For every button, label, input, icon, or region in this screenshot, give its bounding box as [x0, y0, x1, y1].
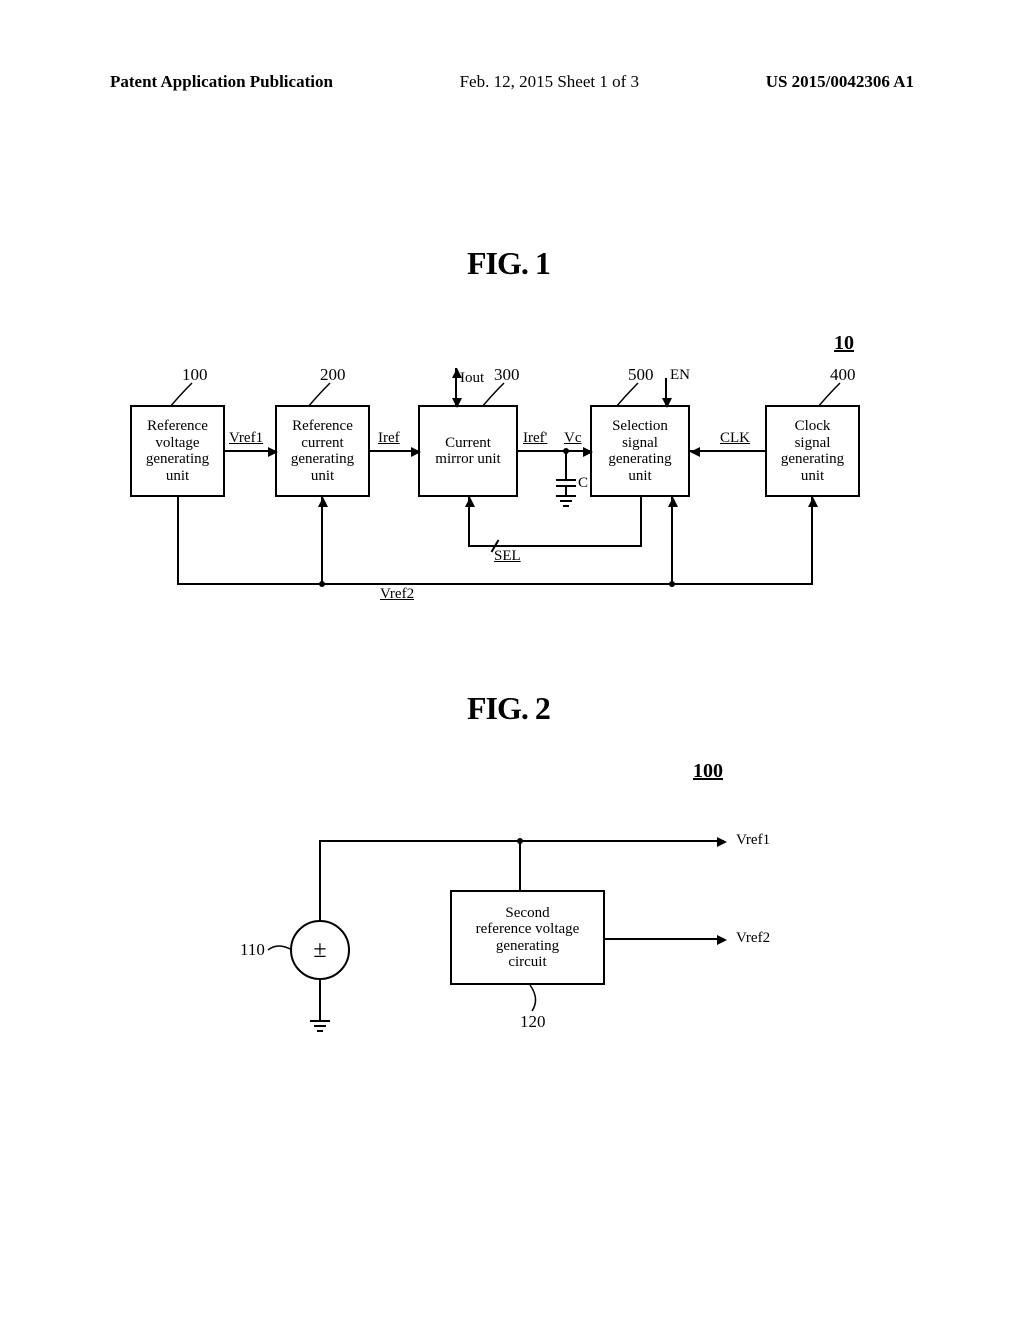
lbl-fig2-vref1: Vref1: [736, 832, 770, 849]
header-center: Feb. 12, 2015 Sheet 1 of 3: [460, 72, 639, 92]
wire-vref2-down: [177, 497, 179, 585]
batt-symbol: ±: [313, 937, 326, 964]
fig1-ref: 10: [834, 332, 854, 355]
block-500: Selection signal generating unit: [590, 405, 690, 497]
b100-l2: voltage: [155, 435, 199, 452]
lbl-iout: Iout: [460, 370, 484, 387]
b500-l1: Selection: [612, 418, 668, 435]
lead-110: [268, 942, 298, 962]
b120-l3: generating: [496, 938, 559, 955]
arr-iout: [452, 398, 462, 408]
wire-cap-top: [565, 451, 567, 479]
b500-l2: signal: [622, 435, 658, 452]
wire-vref2-500: [671, 497, 673, 584]
num-500: 500: [628, 365, 654, 385]
b100-l3: generating: [146, 451, 209, 468]
fig2-title: FIG. 2: [467, 690, 550, 727]
block-300: Current mirror unit: [418, 405, 518, 497]
fig1-title: FIG. 1: [467, 245, 550, 282]
lbl-iref: Iref: [378, 430, 400, 447]
b100-l4: unit: [166, 468, 189, 485]
wire-120-out: [605, 938, 724, 940]
wire-irefp: [518, 450, 590, 452]
num-400: 400: [830, 365, 856, 385]
b200-l4: unit: [311, 468, 334, 485]
lbl-vref2: Vref2: [380, 586, 414, 603]
lbl-vc: Vc: [564, 430, 582, 447]
b200-l3: generating: [291, 451, 354, 468]
arr-sel: [465, 497, 475, 507]
arr-vref1-out: [717, 837, 727, 847]
wire-vref2-up: [811, 497, 813, 585]
b200-l1: Reference: [292, 418, 353, 435]
arr-vref2: [808, 497, 818, 507]
b400-l4: unit: [801, 468, 824, 485]
arr-vref2-200: [318, 497, 328, 507]
wire-clk: [690, 450, 765, 452]
b120-l1: Second: [505, 905, 549, 922]
b500-l3: generating: [608, 451, 671, 468]
b300-l1: Current: [445, 435, 491, 452]
page-header: Patent Application Publication Feb. 12, …: [0, 72, 1024, 92]
num-100: 100: [182, 365, 208, 385]
lead-120: [530, 985, 560, 1013]
b400-l3: generating: [781, 451, 844, 468]
lbl-c: C: [578, 475, 588, 492]
arr-vref1: [268, 447, 278, 457]
wire-vref2-200: [321, 497, 323, 584]
arr-iref: [411, 447, 421, 457]
b400-l2: signal: [795, 435, 831, 452]
b400-l1: Clock: [795, 418, 831, 435]
b120-l2: reference voltage: [476, 921, 580, 938]
wire-cap-bot: [565, 487, 567, 495]
b120-l4: circuit: [508, 954, 546, 971]
lbl-en: EN: [670, 367, 690, 384]
wire-vref2-h: [177, 583, 813, 585]
fig2-ref: 100: [693, 760, 723, 783]
arr-en: [662, 398, 672, 408]
battery-110: ±: [290, 920, 350, 980]
arr-vref2-500: [668, 497, 678, 507]
block-400: Clock signal generating unit: [765, 405, 860, 497]
arr-irefp: [583, 447, 593, 457]
b500-l4: unit: [628, 468, 651, 485]
lbl-vref1: Vref1: [229, 430, 263, 447]
lbl-irefp: Iref': [523, 430, 547, 447]
header-left: Patent Application Publication: [110, 72, 333, 92]
b200-l2: current: [301, 435, 343, 452]
wire-sel-down: [640, 497, 642, 547]
wire-batt-down: [319, 980, 321, 1020]
num-300: 300: [494, 365, 520, 385]
arr-clk: [690, 447, 700, 457]
lbl-fig2-vref2: Vref2: [736, 930, 770, 947]
header-right: US 2015/0042306 A1: [766, 72, 914, 92]
wire-to-120: [519, 841, 521, 890]
num-120: 120: [520, 1012, 546, 1032]
num-110: 110: [240, 940, 265, 960]
block-120: Second reference voltage generating circ…: [450, 890, 605, 985]
lbl-clk: CLK: [720, 430, 750, 447]
lbl-sel: SEL: [494, 548, 521, 565]
num-200: 200: [320, 365, 346, 385]
b300-l2: mirror unit: [435, 451, 500, 468]
wire-batt-up: [319, 840, 321, 920]
block-100: Reference voltage generating unit: [130, 405, 225, 497]
b100-l1: Reference: [147, 418, 208, 435]
arr-vref2-out: [717, 935, 727, 945]
block-200: Reference current generating unit: [275, 405, 370, 497]
